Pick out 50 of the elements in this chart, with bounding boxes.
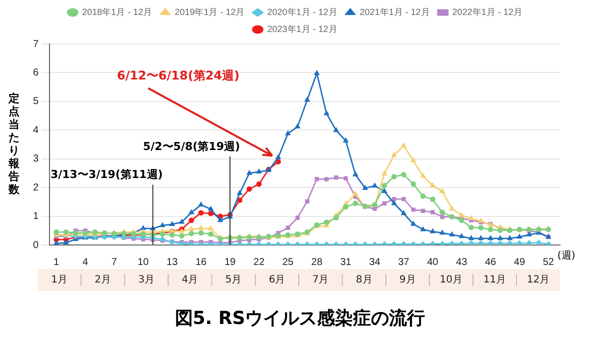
text: 9月 <box>399 274 416 286</box>
text: 8月 <box>356 274 372 286</box>
annotation: 6/12〜6/18(第24週) <box>116 68 240 82</box>
legend-label: 2019年1月 - 12月 <box>174 6 245 17</box>
y-tick-label: 4 <box>33 124 39 136</box>
x-tick-label: 49 <box>514 256 526 268</box>
text: 3月 <box>138 274 155 286</box>
ref-line-label: 3/13〜3/19(第11週) <box>50 168 163 182</box>
y-tick-label: 2 <box>33 182 39 194</box>
x-tick-label: 40 <box>427 256 439 268</box>
x-tick-label: 25 <box>282 256 294 268</box>
x-axis-title: (週) <box>557 250 576 262</box>
x-tick-label: 22 <box>253 256 265 268</box>
x-tick-label: 28 <box>311 256 323 268</box>
x-tick-label: 19 <box>224 256 236 268</box>
text: 10月 <box>440 274 463 286</box>
legend-label: 2020年1月 - 12月 <box>267 6 338 17</box>
text: 5月 <box>225 274 242 286</box>
x-tick-label: 13 <box>166 256 178 268</box>
legend-label: 2018年1月 - 12月 <box>82 6 152 17</box>
legend-label: 2022年1月 - 12月 <box>452 6 522 17</box>
y-tick-label: 7 <box>33 38 39 50</box>
legend-label: 2021年1月 - 12月 <box>360 6 430 17</box>
x-tick-label: 31 <box>340 256 352 268</box>
y-tick-label: 6 <box>33 67 39 78</box>
y-tick-label: 5 <box>33 96 39 108</box>
text: 4月 <box>182 274 198 286</box>
y-tick-label: 0 <box>33 240 39 251</box>
text: 11月 <box>483 274 506 286</box>
text: 6月 <box>268 274 286 286</box>
y-tick-label: 3 <box>33 154 39 165</box>
text: 2月 <box>94 274 112 286</box>
y-axis-title: 定点当たり報告数 <box>8 92 20 196</box>
x-tick-label: 43 <box>456 256 468 268</box>
x-tick-label: 10 <box>138 256 150 268</box>
x-tick-label: 37 <box>398 256 410 268</box>
x-tick-label: 1 <box>54 256 60 268</box>
x-tick-label: 16 <box>195 256 208 268</box>
text: 7月 <box>312 274 329 286</box>
ref-line-label: 5/2〜5/8(第19週) <box>142 140 240 153</box>
text: 1月 <box>51 274 68 286</box>
x-tick-label: 4 <box>82 256 88 268</box>
x-tick-label: 34 <box>369 256 381 268</box>
text: 12月 <box>526 274 550 286</box>
text: 図5. RSウイルス感染症の流行 <box>174 307 426 331</box>
y-tick-label: 1 <box>33 211 39 222</box>
legend-label: 2023年1月 - 12月 <box>267 24 338 34</box>
x-tick-label: 46 <box>484 256 497 268</box>
x-tick-label: 52 <box>542 256 554 268</box>
x-tick-label: 7 <box>111 256 118 268</box>
